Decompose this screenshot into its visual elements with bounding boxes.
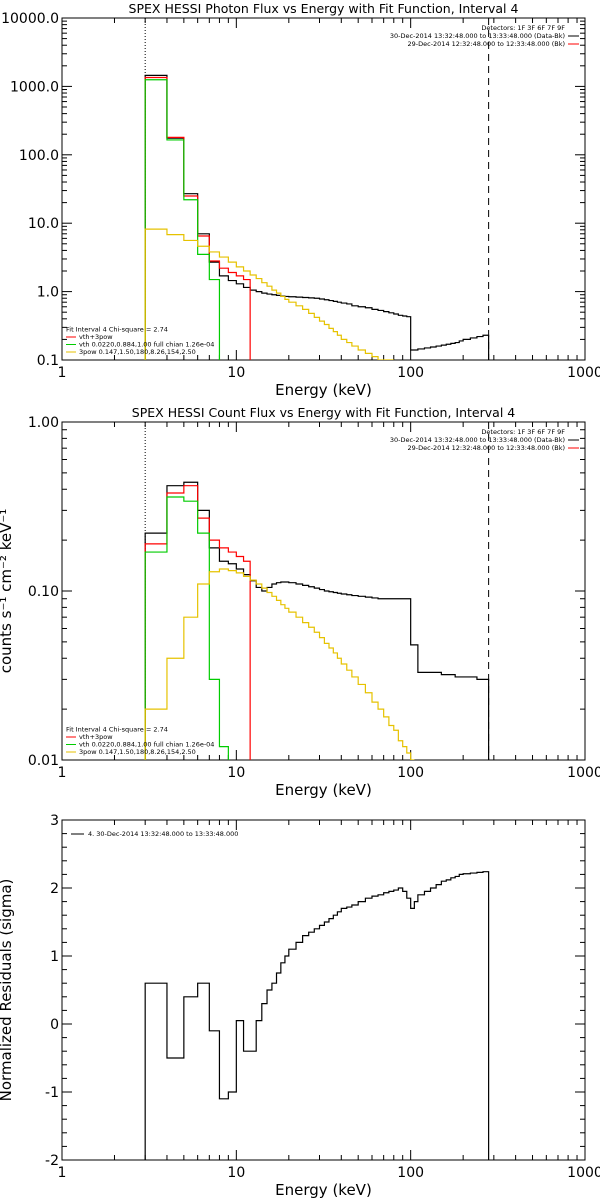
legend-topleft-text: 4. 30-Dec-2014 13:32:48.000 to 13:33:48.… [88,830,238,838]
legend-topright-text: 29-Dec-2014 12:32:48.000 to 12:33:48.000… [408,40,566,48]
legend-bottomleft-text: vth+3pow [79,333,113,341]
x-tick-label: 10 [227,765,245,781]
legend-bottomleft-text: Fit Interval 4 Chi-square = 2.74 [66,326,168,334]
legend-bottomleft-text: vth+3pow [79,733,113,741]
x-tick-label: 100 [397,765,424,781]
x-tick-label: 1000 [567,765,600,781]
legend-bottomleft-text: 3pow 0.147,1.50,180,8.26,154,2.50 [79,748,196,756]
y-axis-label: Normalized Residuals (sigma) [0,879,15,1102]
x-tick-label: 10 [227,365,245,381]
y-tick-label: 1 [50,949,59,965]
x-tick-label: 1 [58,365,67,381]
chart-title: SPEX HESSI Count Flux vs Energy with Fit… [132,405,515,420]
x-axis-label: Energy (keV) [275,1181,372,1199]
x-tick-label: 1 [58,765,67,781]
chart-panel-1: SPEX HESSI Photon Flux vs Energy with Fi… [1,1,600,399]
y-tick-label: 1000.0 [10,79,59,95]
y-tick-label: 0 [50,1017,59,1033]
y-tick-label: 1.00 [28,415,59,431]
legend-topright-text: 30-Dec-2014 13:32:48.000 to 13:33:48.000… [390,436,565,444]
x-axis-label: Energy (keV) [275,381,372,399]
y-tick-label: 3 [50,813,59,829]
series-line-2 [144,485,251,760]
series-line-4 [144,568,415,760]
series-line-2 [144,76,251,360]
y-tick-label: 10.0 [28,216,59,232]
chart-panel-3: 1 10 100 1000 -2 -1 0 1 2 3 Energy (keV) Normalized… [0,813,600,1199]
chart-title: SPEX HESSI Photon Flux vs Energy with Fi… [129,1,519,16]
x-tick-label: 10 [227,1165,245,1181]
legend-topright-text: 30-Dec-2014 13:32:48.000 to 13:33:48.000… [390,32,565,40]
x-tick-label: 100 [397,1165,424,1181]
x-axis-label: Energy (keV) [275,781,372,799]
x-tick-label: 1 [58,1165,67,1181]
y-tick-label: 10000.0 [1,11,59,27]
series-line-1 [144,481,490,760]
plot-frame [61,819,586,1161]
series-line-3 [144,496,229,760]
legend-bottomleft-text: vth 0.0220,0.884,1.00 full chian 1.26e-0… [79,741,214,749]
y-axis-label: counts s⁻¹ cm⁻² keV⁻¹ [0,509,15,674]
y-tick-label: 1.0 [37,285,59,301]
y-tick-label: 0.10 [28,584,59,600]
x-tick-label: 1000 [567,365,600,381]
y-tick-label: -1 [45,1085,59,1101]
series-line-3 [144,79,221,360]
plot-frame [61,421,586,761]
x-tick-label: 1000 [567,1165,600,1181]
chart-panel-2: SPEX HESSI Count Flux vs Energy with Fit… [0,405,600,799]
legend-topright-text: Detectors: 1F 3F 6F 7F 9F [481,428,565,436]
series-line-1 [144,871,490,1160]
y-tick-label: 0.01 [28,753,59,769]
legend-topright-text: Detectors: 1F 3F 6F 7F 9F [481,24,565,32]
legend-bottomleft-text: 3pow 0.147,1.50,180,8.26,154,2.50 [79,348,196,356]
y-tick-label: -2 [45,1153,59,1169]
series-line-4 [144,228,394,360]
legend-bottomleft-text: Fit Interval 4 Chi-square = 2.74 [66,726,168,734]
legend-bottomleft-text: vth 0.0220,0.884,1.00 full chian 1.26e-0… [79,341,214,349]
x-tick-label: 100 [397,365,424,381]
y-tick-label: 2 [50,881,59,897]
y-tick-label: 0.1 [37,353,59,369]
plot-frame [61,17,586,361]
legend-topright-text: 29-Dec-2014 12:32:48.000 to 12:33:48.000… [408,444,566,452]
y-tick-label: 100.0 [19,148,59,164]
